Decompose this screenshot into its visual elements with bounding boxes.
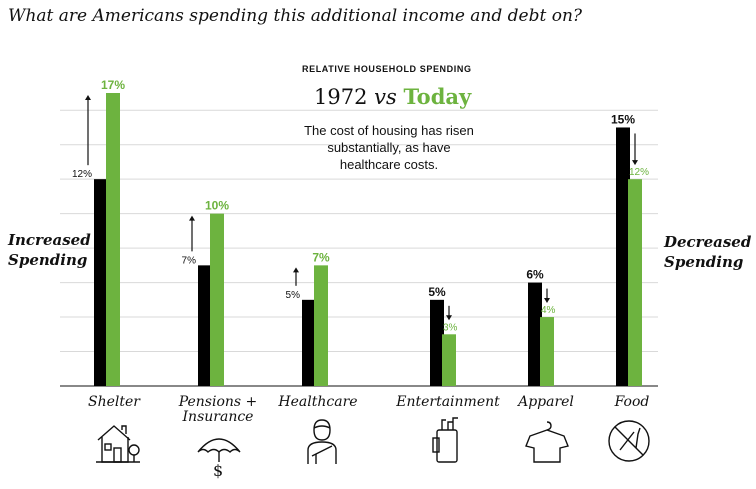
data-label-today: 10% bbox=[205, 199, 229, 213]
bar-today bbox=[106, 93, 120, 386]
decreased-label-line1: Decreased bbox=[664, 233, 752, 251]
bar-1972 bbox=[94, 179, 108, 386]
data-label-1972: 6% bbox=[526, 268, 544, 282]
increase-arrowhead bbox=[293, 267, 299, 273]
bar-1972 bbox=[198, 265, 212, 386]
increase-arrowhead bbox=[85, 95, 91, 100]
decrease-arrowhead bbox=[544, 298, 550, 304]
chart-heading: What are Americans spending this additio… bbox=[8, 6, 583, 26]
comparison-vs: vs bbox=[374, 85, 397, 109]
chart-subtitle: RELATIVE HOUSEHOLD SPENDING bbox=[302, 64, 472, 74]
decrease-arrowhead bbox=[632, 160, 638, 166]
category-label-apparel: Apparel bbox=[518, 394, 574, 410]
no-food-icon bbox=[608, 420, 650, 462]
category-label-entertainment: Entertainment bbox=[396, 394, 500, 410]
bar-today bbox=[628, 179, 642, 386]
increased-label-line2: Spending bbox=[8, 251, 88, 269]
data-label-today: 12% bbox=[629, 167, 649, 178]
golf-bag-icon bbox=[432, 417, 458, 463]
data-label-1972: 15% bbox=[611, 112, 635, 126]
category-label-food: Food bbox=[614, 394, 650, 410]
data-label-1972: 7% bbox=[182, 255, 197, 266]
category-label-pensions-insurance: Pensions + Insurance bbox=[172, 395, 264, 425]
data-label-today: 17% bbox=[101, 78, 125, 92]
bar-1972 bbox=[528, 282, 542, 386]
increased-spending-label: Increased Spending bbox=[8, 230, 91, 270]
decreased-label-line2: Spending bbox=[664, 253, 744, 271]
bar-1972 bbox=[616, 127, 630, 387]
bar-today bbox=[540, 317, 554, 386]
bar-today bbox=[210, 213, 224, 386]
data-label-today: 4% bbox=[541, 305, 556, 316]
svg-text:$: $ bbox=[213, 461, 223, 480]
bar-today bbox=[314, 265, 328, 386]
doctor-icon bbox=[307, 419, 337, 464]
category-label-healthcare: Healthcare bbox=[278, 394, 358, 410]
shirt-hanger-icon bbox=[525, 421, 569, 463]
bar-1972 bbox=[430, 299, 444, 386]
data-label-1972: 12% bbox=[72, 169, 92, 180]
category-label-shelter: Shelter bbox=[88, 394, 140, 410]
data-label-today: 7% bbox=[312, 250, 330, 264]
decrease-arrowhead bbox=[446, 315, 452, 321]
data-label-1972: 5% bbox=[286, 290, 301, 301]
data-label-1972: 5% bbox=[428, 285, 446, 299]
category-label-pensions-line: Pensions + Insurance bbox=[178, 394, 258, 425]
house-icon bbox=[96, 425, 140, 463]
comparison-then: 1972 bbox=[314, 85, 368, 109]
bar-1972 bbox=[302, 299, 316, 386]
increased-label-line1: Increased bbox=[8, 231, 91, 249]
comparison-now: Today bbox=[403, 84, 472, 109]
decreased-spending-label: Decreased Spending bbox=[664, 232, 751, 272]
increase-arrowhead bbox=[189, 215, 195, 221]
comparison-title: 1972 vs Today bbox=[314, 84, 471, 109]
data-label-today: 3% bbox=[443, 322, 458, 333]
chart-annotation: The cost of housing has risen substantia… bbox=[304, 123, 474, 172]
umbrella-dollar-icon: $ bbox=[197, 438, 241, 480]
bar-today bbox=[442, 334, 456, 386]
